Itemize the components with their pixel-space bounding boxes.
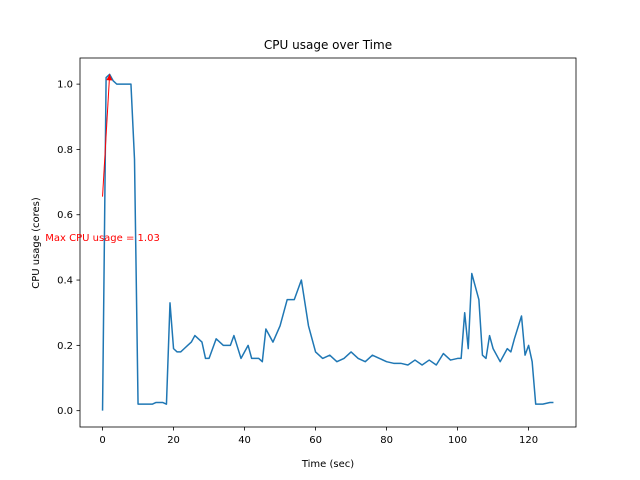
annotation-text: Max CPU usage = 1.03 <box>45 233 160 244</box>
y-tick-label: 0.6 <box>57 210 73 221</box>
plot-frame <box>79 57 577 428</box>
x-axis: 0 20 40 60 80 100 120 <box>99 427 538 446</box>
y-tick-label: 0.8 <box>57 145 73 156</box>
x-tick-label: 80 <box>380 435 393 446</box>
x-tick-label: 0 <box>99 435 105 446</box>
y-axis-label: CPU usage (cores) <box>31 197 42 289</box>
annotation-arrowhead <box>106 74 113 81</box>
y-axis: 0.0 0.2 0.4 0.6 0.8 1.0 <box>57 80 80 417</box>
plot-area <box>79 57 577 428</box>
annotation-arrow <box>102 74 111 197</box>
y-tick-label: 0.2 <box>57 341 73 352</box>
x-tick-label: 120 <box>519 435 538 446</box>
annotation-layer: Max CPU usage = 1.03 <box>45 74 160 244</box>
x-tick-label: 60 <box>309 435 322 446</box>
y-tick-label: 0.0 <box>57 406 73 417</box>
series-line-0 <box>101 73 554 411</box>
x-tick-label: 20 <box>167 435 180 446</box>
x-tick-label: 40 <box>238 435 251 446</box>
x-tick-label: 100 <box>448 435 467 446</box>
y-tick-label: 1.0 <box>57 80 73 91</box>
chart-title: CPU usage over Time <box>264 38 392 52</box>
x-axis-label: Time (sec) <box>301 459 354 470</box>
y-tick-label: 0.4 <box>57 276 73 287</box>
